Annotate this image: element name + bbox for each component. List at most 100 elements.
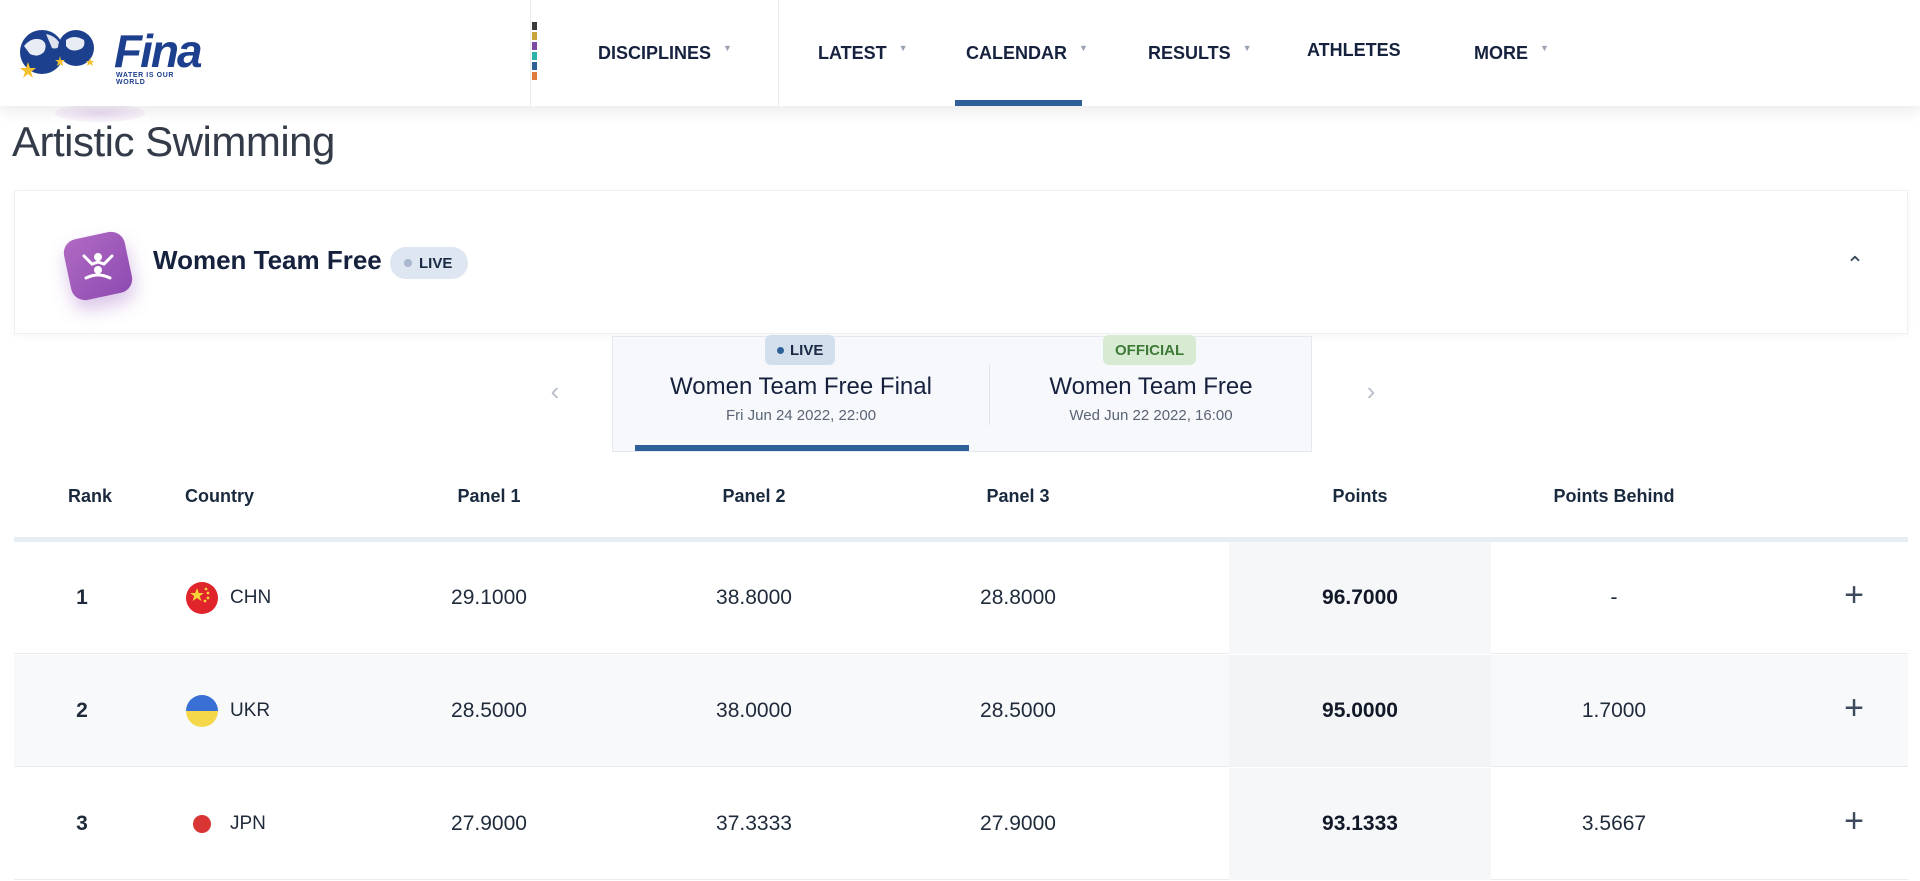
plus-icon: +: [1844, 576, 1864, 614]
chevron-left-icon: ‹: [550, 375, 560, 406]
nav-label: LATEST: [818, 42, 887, 63]
heat-tab-final[interactable]: LIVE Women Team Free Final Fri Jun 24 20…: [613, 335, 989, 451]
chevron-up-icon: ⌃: [1845, 252, 1865, 277]
points-column-highlight: [1229, 655, 1491, 767]
color-swatch: [532, 32, 537, 40]
discipline-color-bar: [532, 22, 537, 84]
nav-label: CALENDAR: [966, 42, 1067, 63]
chevron-down-icon: ▼: [1079, 43, 1088, 53]
chevron-right-icon: ›: [1366, 375, 1376, 406]
column-header-panel-3[interactable]: Panel 3: [986, 486, 1050, 506]
expand-row-button[interactable]: +: [1834, 804, 1874, 844]
panel-1-cell: 29.1000: [451, 586, 527, 609]
event-title: Women Team Free: [153, 245, 382, 275]
expand-row-button[interactable]: +: [1834, 578, 1874, 618]
points-behind-cell: 1.7000: [1581, 699, 1647, 722]
country-code: UKR: [230, 700, 271, 721]
live-dot-icon: [404, 259, 412, 267]
heat-switcher: LIVE Women Team Free Final Fri Jun 24 20…: [612, 335, 1312, 452]
panel-2-cell: 37.3333: [716, 812, 792, 835]
fina-logo[interactable]: Fina WATER IS OUR WORLD: [14, 22, 204, 86]
expand-row-button[interactable]: +: [1834, 691, 1874, 731]
heat-date: Wed Jun 22 2022, 16:00: [1069, 407, 1233, 424]
globe-icon: [20, 30, 94, 78]
panel-3-cell: 28.8000: [980, 586, 1056, 609]
logo-wordmark: Fina: [114, 25, 203, 77]
ukraine-flag-icon: [186, 695, 218, 727]
heat-date: Fri Jun 24 2022, 22:00: [725, 407, 877, 424]
heat-divider: [989, 365, 990, 425]
panel-3-cell: 28.5000: [980, 699, 1056, 722]
points-behind-cell: -: [1610, 586, 1618, 609]
japan-flag-icon: [186, 808, 218, 840]
country-cell: JPN: [186, 806, 266, 842]
nav-disciplines[interactable]: DISCIPLINES ▼: [598, 0, 732, 106]
rank-cell: 3: [76, 812, 88, 835]
plus-icon: +: [1844, 689, 1864, 727]
live-status-badge: LIVE: [390, 247, 469, 279]
heat-tab-preliminary[interactable]: OFFICIAL Women Team Free Wed Jun 22 2022…: [991, 335, 1311, 451]
nav-athletes[interactable]: ATHLETES: [1307, 0, 1401, 103]
heat-name: Women Team Free Final: [670, 373, 932, 400]
nav-label: ATHLETES: [1307, 39, 1401, 60]
color-swatch: [532, 52, 537, 60]
table-row[interactable]: 1 CHN 29.1000 38.8000 28.8000 96.7000 - …: [14, 542, 1908, 654]
column-header-country[interactable]: Country: [185, 486, 254, 506]
china-flag-icon: [186, 582, 218, 614]
title-decoration: [55, 104, 145, 122]
column-header-panel-1[interactable]: Panel 1: [457, 486, 521, 506]
points-cell: 95.0000: [1322, 699, 1398, 722]
panel-2-cell: 38.0000: [716, 699, 792, 722]
color-swatch: [532, 42, 537, 50]
heat-name: Women Team Free: [1049, 373, 1253, 400]
column-header-rank[interactable]: Rank: [68, 486, 113, 506]
nav-more[interactable]: MORE ▼: [1474, 0, 1549, 106]
collapse-button[interactable]: ⌃: [1835, 245, 1875, 285]
site-header: Fina WATER IS OUR WORLD DISCIPLINES ▼ LA…: [0, 0, 1920, 106]
table-row[interactable]: 3 JPN 27.9000 37.3333 27.9000 93.1333 3.…: [14, 768, 1908, 880]
heat-active-indicator: [635, 445, 969, 451]
column-header-points[interactable]: Points: [1332, 486, 1388, 506]
nav-results[interactable]: RESULTS ▼: [1148, 0, 1252, 106]
panel-1-cell: 28.5000: [451, 699, 527, 722]
nav-latest[interactable]: LATEST ▼: [818, 0, 908, 106]
nav-divider: [778, 0, 779, 106]
chevron-down-icon: ▼: [723, 43, 732, 53]
column-header-panel-2[interactable]: Panel 2: [722, 486, 786, 506]
previous-heat-button[interactable]: ‹: [540, 376, 570, 406]
results-table-header: Rank Country Panel 1 Panel 2 Panel 3 Poi…: [14, 470, 1908, 542]
color-swatch: [532, 72, 537, 80]
points-behind-cell: 3.5667: [1581, 812, 1647, 835]
table-row[interactable]: 2 UKR 28.5000 38.0000 28.5000 95.0000 1.…: [14, 655, 1908, 767]
page-title: Artistic Swimming: [12, 118, 335, 165]
nav-divider: [530, 0, 531, 106]
color-swatch: [532, 22, 537, 30]
column-header-points-behind[interactable]: Points Behind: [1553, 486, 1675, 506]
nav-active-indicator: [955, 100, 1082, 106]
points-cell: 93.1333: [1322, 812, 1398, 835]
country-code: CHN: [230, 587, 272, 608]
points-column-highlight: [1229, 542, 1491, 654]
heat-badge-label: OFFICIAL: [1115, 341, 1185, 359]
artistic-swimming-icon: [61, 229, 135, 303]
heat-badge-label: LIVE: [790, 341, 824, 359]
country-cell: UKR: [186, 693, 270, 729]
panel-2-cell: 38.8000: [716, 586, 792, 609]
live-label: LIVE: [419, 254, 453, 272]
color-swatch: [532, 62, 537, 70]
next-heat-button[interactable]: ›: [1356, 376, 1386, 406]
nav-calendar[interactable]: CALENDAR ▼: [966, 0, 1088, 106]
chevron-down-icon: ▼: [898, 43, 908, 53]
rank-cell: 1: [76, 586, 88, 609]
chevron-down-icon: ▼: [1242, 43, 1252, 53]
nav-label: MORE: [1474, 42, 1528, 63]
points-column-highlight: [1229, 768, 1491, 880]
nav-label: DISCIPLINES: [598, 42, 712, 63]
live-dot-icon: [777, 346, 784, 354]
plus-icon: +: [1844, 802, 1864, 840]
panel-3-cell: 27.9000: [980, 812, 1056, 835]
country-cell: CHN: [186, 580, 271, 616]
rank-cell: 2: [76, 699, 88, 722]
points-cell: 96.7000: [1322, 586, 1398, 609]
heat-live-badge: LIVE: [765, 335, 836, 365]
